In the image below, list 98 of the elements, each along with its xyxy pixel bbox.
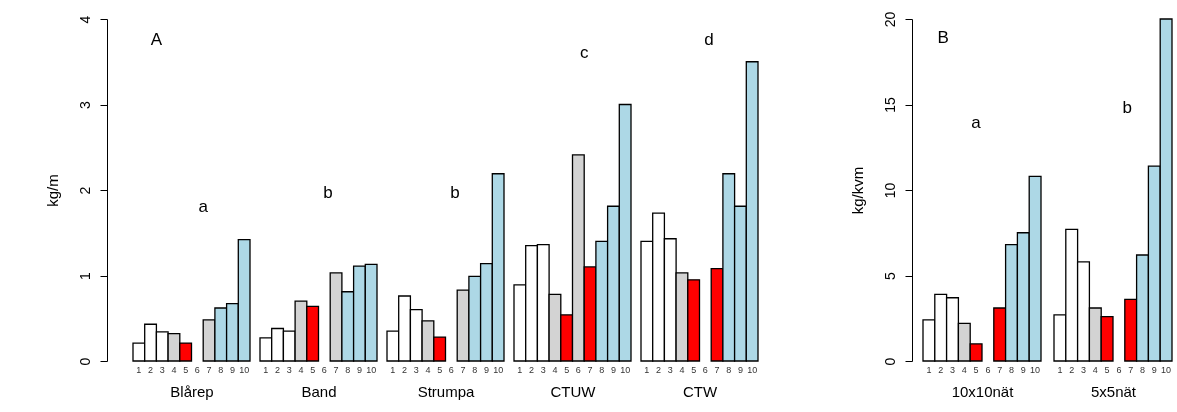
x-tick-label: 7 bbox=[460, 364, 466, 375]
x-tick-label: 8 bbox=[472, 364, 478, 375]
x-tick-label: 10 bbox=[1030, 364, 1041, 375]
y-tick-label: 15 bbox=[881, 97, 898, 113]
x-tick-label: 2 bbox=[656, 364, 662, 375]
x-tick-label: 1 bbox=[1057, 364, 1063, 375]
y-tick-label: 20 bbox=[881, 11, 898, 28]
x-tick-label: 9 bbox=[610, 364, 616, 375]
x-tick-label: 6 bbox=[985, 364, 991, 375]
x-tick-label: 1 bbox=[390, 364, 396, 375]
x-tick-label: 6 bbox=[448, 364, 454, 375]
x-tick-label: 3 bbox=[286, 364, 292, 375]
x-tick-label: 2 bbox=[148, 364, 154, 375]
y-axis-title: kg/m bbox=[43, 174, 61, 207]
x-tick-label: 1 bbox=[517, 364, 523, 375]
x-tick-label: 3 bbox=[159, 364, 165, 375]
x-tick-label: 5 bbox=[973, 364, 979, 375]
x-tick-label: 8 bbox=[1008, 364, 1015, 375]
x-tick-label: 9 bbox=[356, 364, 362, 375]
x-tick-label: 8 bbox=[726, 364, 732, 375]
x-tick-label: 8 bbox=[218, 364, 224, 375]
x-tick-label: 1 bbox=[136, 364, 142, 375]
x-tick-label: 10 bbox=[493, 364, 504, 375]
x-tick-label: 5 bbox=[437, 364, 443, 375]
x-tick-label: 9 bbox=[483, 364, 489, 375]
x-tick-label: 7 bbox=[587, 364, 593, 375]
x-tick-label: 6 bbox=[702, 364, 708, 375]
x-tick-label: 1 bbox=[926, 364, 932, 375]
y-tick-label: 0 bbox=[76, 357, 93, 366]
x-tick-label: 7 bbox=[333, 364, 339, 375]
x-tick-label: 2 bbox=[275, 364, 281, 375]
x-tick-label: 7 bbox=[206, 364, 212, 375]
x-tick-label: 6 bbox=[321, 364, 327, 375]
annotation: b bbox=[450, 183, 460, 203]
y-tick-label: 3 bbox=[76, 100, 93, 109]
x-tick-label: 7 bbox=[997, 364, 1003, 375]
x-tick-label: 4 bbox=[298, 364, 304, 375]
x-tick-label: 9 bbox=[229, 364, 235, 375]
x-tick-label: 9 bbox=[737, 364, 743, 375]
y-tick-label: 10 bbox=[881, 182, 898, 199]
x-tick-label: 9 bbox=[1020, 364, 1026, 375]
annotation: b bbox=[1122, 97, 1132, 117]
annotation: c bbox=[579, 43, 589, 63]
x-tick-label: 8 bbox=[1139, 364, 1146, 375]
y-tick-label: 5 bbox=[881, 271, 898, 280]
y-tick-label: 1 bbox=[76, 271, 93, 280]
x-tick-label: 2 bbox=[938, 364, 944, 375]
x-axis-title: Strumpa bbox=[417, 382, 475, 400]
x-tick-label: 2 bbox=[529, 364, 535, 375]
y-tick-label: 0 bbox=[881, 357, 898, 366]
x-tick-label: 4 bbox=[552, 364, 558, 375]
x-tick-label: 5 bbox=[1104, 364, 1110, 375]
x-tick-label: 10 bbox=[239, 364, 250, 375]
x-tick-label: 5 bbox=[691, 364, 697, 375]
x-tick-label: 4 bbox=[171, 364, 177, 375]
x-tick-label: 3 bbox=[1080, 364, 1087, 375]
y-axis-title: kg/kvm bbox=[848, 166, 866, 215]
x-tick-label: 10 bbox=[366, 364, 377, 375]
x-tick-label: 4 bbox=[425, 364, 431, 375]
x-axis-title: 5x5nät bbox=[1090, 382, 1137, 400]
annotation: a bbox=[971, 113, 982, 133]
x-tick-label: 5 bbox=[310, 364, 316, 375]
annotation: d bbox=[704, 29, 714, 49]
y-tick-label: 4 bbox=[76, 15, 93, 24]
x-tick-label: 10 bbox=[1161, 364, 1172, 375]
x-tick-label: 7 bbox=[1128, 364, 1134, 375]
x-tick-label: 8 bbox=[599, 364, 605, 375]
x-tick-label: 1 bbox=[644, 364, 650, 375]
x-tick-label: 2 bbox=[1069, 364, 1075, 375]
annotation: b bbox=[323, 183, 333, 203]
x-axis-title: CTW bbox=[682, 382, 718, 400]
x-tick-label: 3 bbox=[413, 364, 419, 375]
x-tick-label: 5 bbox=[183, 364, 189, 375]
x-tick-label: 2 bbox=[402, 364, 408, 375]
annotation: A bbox=[150, 29, 163, 49]
x-tick-label: 7 bbox=[714, 364, 720, 375]
x-tick-label: 5 bbox=[564, 364, 570, 375]
x-axis-title: 10x10nät bbox=[951, 382, 1015, 400]
x-tick-label: 8 bbox=[345, 364, 351, 375]
x-tick-label: 4 bbox=[1092, 364, 1098, 375]
x-tick-label: 1 bbox=[263, 364, 269, 375]
x-tick-label: 9 bbox=[1151, 364, 1157, 375]
x-tick-label: 6 bbox=[575, 364, 581, 375]
x-tick-label: 3 bbox=[540, 364, 546, 375]
x-axis-title: CTUW bbox=[550, 382, 597, 400]
x-tick-label: 6 bbox=[194, 364, 200, 375]
x-tick-label: 3 bbox=[667, 364, 673, 375]
annotation: B bbox=[937, 27, 949, 47]
x-tick-label: 4 bbox=[961, 364, 967, 375]
x-axis-title: Blårep bbox=[170, 382, 214, 400]
x-tick-label: 4 bbox=[679, 364, 685, 375]
x-tick-label: 10 bbox=[620, 364, 631, 375]
x-tick-label: 10 bbox=[747, 364, 758, 375]
annotation: a bbox=[198, 197, 209, 217]
x-tick-label: 3 bbox=[949, 364, 956, 375]
x-tick-label: 6 bbox=[1116, 364, 1122, 375]
y-tick-label: 2 bbox=[76, 186, 93, 195]
x-axis-title: Band bbox=[301, 382, 337, 400]
